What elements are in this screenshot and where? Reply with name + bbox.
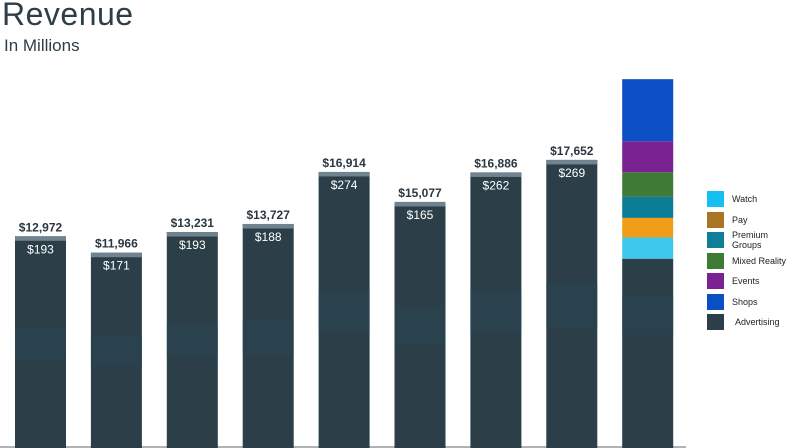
legend-label: Pay	[732, 214, 748, 225]
bar-top-segment	[15, 236, 66, 241]
bar-shade-band	[242, 320, 294, 354]
stacked-segment-events	[622, 141, 674, 173]
legend-swatch	[707, 191, 724, 208]
segment-value-label: $165	[407, 208, 434, 222]
legend-item: Advertising	[707, 312, 800, 333]
total-value-label: $13,231	[171, 216, 215, 230]
legend-swatch	[707, 232, 724, 249]
stacked-segment-premium-groups	[622, 196, 674, 218]
bar-shade-band	[546, 283, 598, 328]
bar-top-segment	[242, 223, 294, 229]
total-value-label: $15,077	[398, 186, 442, 200]
chart-subtitle: In Millions	[4, 36, 80, 55]
bar-top-segment	[318, 171, 370, 177]
bar-shade-band	[15, 327, 66, 360]
total-value-label: $17,652	[550, 144, 594, 158]
bar-top-segment	[166, 232, 218, 237]
bar-shade-band	[166, 324, 218, 358]
legend-swatch	[707, 273, 724, 290]
bar-shade-band	[470, 290, 522, 333]
legend-item: Mixed Reality	[707, 251, 800, 272]
chart-title: Revenue	[2, 0, 134, 32]
chart-legend: Watch Pay Premium Groups Mixed Reality Event…	[707, 189, 800, 333]
stacked-segment-watch	[622, 237, 674, 259]
total-value-label: $11,966	[95, 237, 138, 251]
total-value-label: $13,727	[247, 208, 291, 222]
legend-label: Premium Groups	[732, 230, 769, 251]
legend-swatch	[707, 252, 724, 269]
legend-label: Mixed Reality	[732, 255, 787, 266]
bar-shade-band	[318, 290, 370, 333]
segment-value-label: $171	[103, 259, 130, 273]
legend-item: Events	[707, 271, 800, 292]
legend-item: Pay	[707, 210, 800, 231]
stacked-segment-shops	[622, 79, 674, 142]
bar-shade-band	[394, 307, 446, 345]
legend-item: Watch	[707, 189, 800, 210]
legend-label: Watch	[732, 194, 758, 205]
legend-item: Premium Groups	[707, 230, 800, 251]
stacked-segment-pay	[622, 217, 674, 238]
segment-value-label: $193	[27, 242, 54, 256]
legend-swatch	[707, 211, 724, 228]
total-value-label: $16,914	[322, 156, 366, 170]
stacked-segment-advertising	[622, 258, 674, 448]
bar-top-segment	[394, 201, 446, 207]
legend-swatch	[707, 314, 724, 331]
legend-item: Shops	[707, 292, 800, 313]
bar-top-segment	[546, 159, 598, 165]
legend-label: Advertising	[735, 317, 780, 328]
bar-shade-band	[622, 296, 674, 335]
segment-value-label: $274	[331, 178, 358, 192]
legend-label: Events	[732, 276, 760, 287]
segment-value-label: $188	[255, 230, 282, 244]
segment-value-label: $269	[558, 166, 585, 180]
stacked-segment-mixed-reality	[622, 172, 674, 197]
legend-label: Shops	[732, 296, 758, 307]
bar-shade-band	[90, 336, 142, 366]
total-value-label: $16,886	[474, 156, 518, 170]
bar-top-segment	[470, 172, 522, 177]
total-value-label: $12,972	[19, 220, 63, 234]
legend-swatch	[707, 293, 724, 310]
segment-value-label: $262	[483, 178, 510, 192]
segment-value-label: $193	[179, 238, 206, 252]
bar-top-segment	[90, 252, 142, 258]
